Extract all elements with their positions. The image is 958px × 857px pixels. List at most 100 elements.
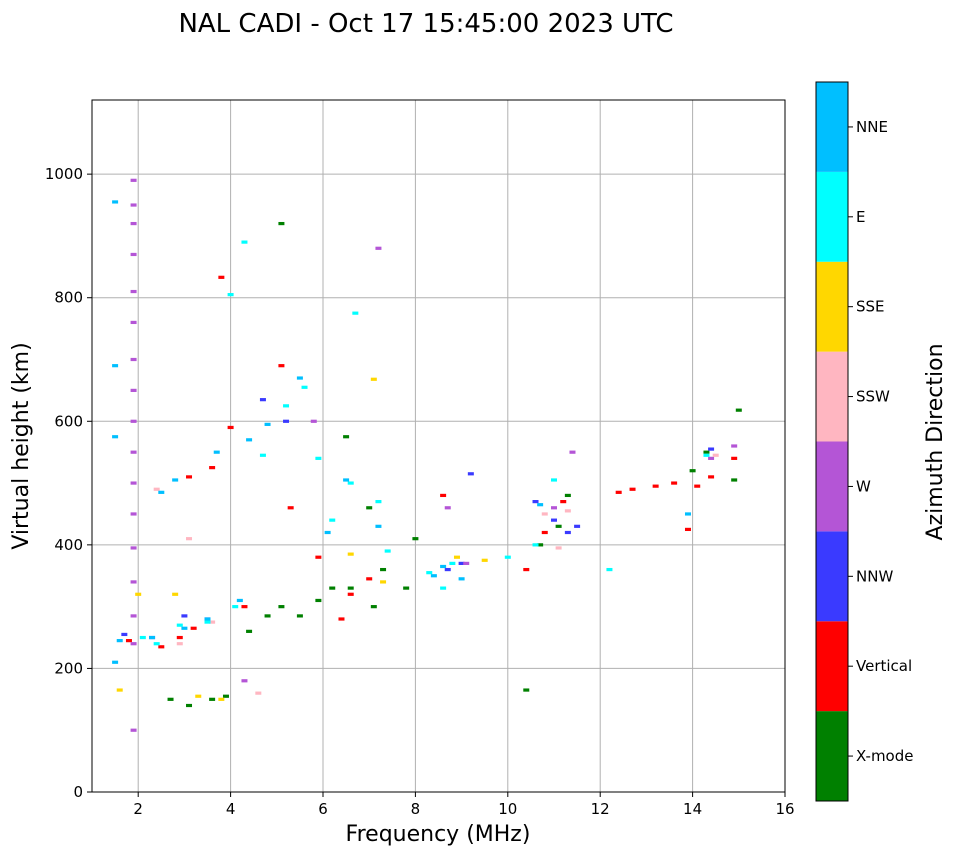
data-point xyxy=(130,728,137,732)
data-point xyxy=(158,645,165,649)
data-point xyxy=(555,524,562,528)
data-point xyxy=(708,447,715,451)
data-point xyxy=(440,564,447,569)
data-point xyxy=(204,620,211,624)
x-tick-label: 8 xyxy=(411,800,421,818)
data-point xyxy=(564,530,571,535)
data-point xyxy=(551,518,557,522)
data-point xyxy=(195,694,202,698)
data-point xyxy=(264,614,271,618)
data-point xyxy=(703,450,710,454)
chart-title: NAL CADI - Oct 17 15:45:00 2023 UTC xyxy=(178,9,673,39)
y-tick-label: 200 xyxy=(54,659,83,677)
data-point xyxy=(343,435,350,439)
x-tick-label: 16 xyxy=(775,800,794,818)
data-point xyxy=(352,311,359,315)
data-point xyxy=(130,450,137,454)
colorbar-tick-label: NNW xyxy=(856,567,893,585)
data-point xyxy=(569,450,576,454)
data-point xyxy=(130,642,137,646)
data-point xyxy=(130,289,137,294)
data-point xyxy=(504,555,511,559)
data-point xyxy=(255,691,262,695)
series-sse xyxy=(116,377,488,701)
data-point xyxy=(708,456,715,460)
data-point xyxy=(467,472,474,476)
series-vertical xyxy=(125,275,738,649)
x-tick-label: 6 xyxy=(318,800,328,818)
colorbar-segment xyxy=(816,171,848,262)
colorbar-segment xyxy=(816,351,848,442)
x-axis-label: Frequency (MHz) xyxy=(346,822,531,847)
data-point xyxy=(541,512,548,516)
data-point xyxy=(426,571,433,575)
series-x-mode xyxy=(167,221,742,708)
data-point xyxy=(209,466,216,470)
data-point xyxy=(213,450,220,454)
data-point xyxy=(375,246,382,250)
data-point xyxy=(112,660,119,664)
data-point xyxy=(112,364,119,368)
data-point xyxy=(130,178,137,182)
colorbar-tick-label: SSW xyxy=(856,388,890,406)
data-point xyxy=(731,456,738,460)
data-point xyxy=(278,221,285,226)
data-point xyxy=(366,577,373,581)
data-point xyxy=(296,376,303,380)
data-point xyxy=(190,626,197,630)
data-point xyxy=(449,561,456,565)
y-tick-label: 0 xyxy=(73,783,83,801)
data-point xyxy=(458,561,465,565)
x-tick-label: 14 xyxy=(683,800,702,818)
data-point xyxy=(541,530,548,535)
data-point xyxy=(731,444,738,448)
data-point xyxy=(347,592,354,596)
y-tick-label: 600 xyxy=(54,412,83,430)
data-point xyxy=(444,506,451,510)
data-point xyxy=(564,493,571,498)
data-point xyxy=(453,555,460,559)
data-point xyxy=(430,574,437,578)
data-point xyxy=(121,632,128,637)
data-point xyxy=(181,626,188,630)
data-point xyxy=(523,567,530,572)
data-point xyxy=(135,592,142,596)
data-point xyxy=(130,546,137,550)
data-point xyxy=(278,364,285,368)
data-point xyxy=(204,617,211,621)
data-point xyxy=(130,357,137,362)
data-point xyxy=(172,592,179,596)
data-point xyxy=(153,642,160,646)
data-point xyxy=(283,419,290,423)
data-point xyxy=(112,200,119,204)
data-point xyxy=(606,567,613,572)
data-point xyxy=(130,580,137,584)
data-point xyxy=(176,623,183,627)
data-points-layer xyxy=(112,178,742,732)
data-point xyxy=(532,543,539,547)
data-point xyxy=(278,605,285,609)
data-point xyxy=(130,512,137,516)
series-e xyxy=(139,240,710,646)
data-point xyxy=(130,388,137,392)
data-point xyxy=(615,490,622,494)
colorbar-tick-label: Vertical xyxy=(856,657,912,675)
data-point xyxy=(130,614,137,618)
data-point xyxy=(671,481,678,485)
data-point xyxy=(652,484,659,488)
data-point xyxy=(329,586,336,590)
data-point xyxy=(172,478,179,482)
data-point xyxy=(222,694,229,698)
data-point xyxy=(130,419,137,423)
data-point xyxy=(287,506,294,510)
data-point xyxy=(735,408,742,412)
data-point xyxy=(176,635,183,640)
data-point xyxy=(481,558,488,562)
data-point xyxy=(130,203,137,207)
data-point xyxy=(130,320,137,325)
data-point xyxy=(315,555,322,559)
data-point xyxy=(338,617,345,621)
colorbar-tick-label: W xyxy=(856,477,871,495)
data-point xyxy=(176,642,183,646)
data-point xyxy=(112,435,119,439)
